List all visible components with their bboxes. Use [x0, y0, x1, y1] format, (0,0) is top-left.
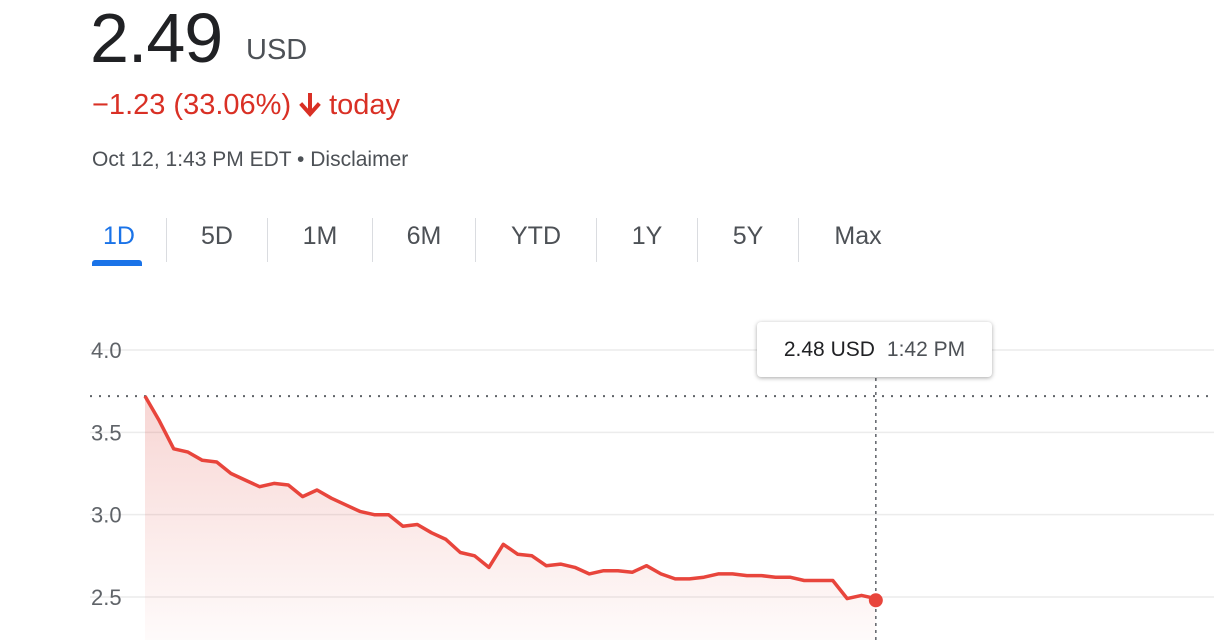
- price-line: [143, 395, 877, 601]
- tab-divider: [697, 218, 698, 262]
- tab-divider: [798, 218, 799, 262]
- quote-timestamp: Oct 12, 1:43 PM EDT: [92, 148, 292, 171]
- tab-1y[interactable]: 1Y: [631, 221, 663, 250]
- price-change-value: −1.23 (33.06%): [92, 89, 292, 121]
- y-axis-labels: 4.0 3.5 3.0 2.5: [91, 338, 122, 610]
- tab-ytd[interactable]: YTD: [511, 221, 561, 250]
- y-tick-label: 4.0: [91, 338, 122, 363]
- tooltip-time: 1:42 PM: [886, 337, 966, 361]
- tab-divider: [267, 218, 268, 262]
- tab-divider: [475, 218, 476, 262]
- disclaimer-link[interactable]: Disclaimer: [310, 148, 409, 171]
- price-change-period: today: [329, 89, 401, 121]
- y-tick-label: 3.5: [91, 420, 122, 445]
- price-currency: USD: [246, 34, 308, 66]
- tab-5y[interactable]: 5Y: [732, 221, 764, 250]
- meta-separator: •: [297, 148, 305, 171]
- hover-point: [868, 593, 883, 608]
- current-price: 2.49: [90, 0, 223, 77]
- arrow-down-icon: [299, 93, 321, 117]
- time-range-tabs: 1D 5D 1M 6M YTD 1Y 5Y Max: [72, 212, 917, 268]
- tooltip-value: 2.48 USD: [783, 337, 875, 361]
- tab-1d[interactable]: 1D: [72, 212, 166, 266]
- tab-6m[interactable]: 6M: [406, 221, 442, 250]
- price-change: −1.23 (33.06%) today: [92, 86, 400, 124]
- price-tooltip: 2.48 USD 1:42 PM: [757, 322, 992, 377]
- y-tick-label: 2.5: [91, 585, 122, 610]
- tab-1m[interactable]: 1M: [302, 221, 338, 250]
- tab-divider: [166, 218, 167, 262]
- quote-meta: Oct 12, 1:43 PM EDT • Disclaimer: [92, 146, 408, 174]
- y-tick-label: 3.0: [91, 503, 122, 528]
- tab-divider: [372, 218, 373, 262]
- tab-5d[interactable]: 5D: [201, 221, 233, 250]
- tab-divider: [596, 218, 597, 262]
- tab-max[interactable]: Max: [834, 221, 882, 250]
